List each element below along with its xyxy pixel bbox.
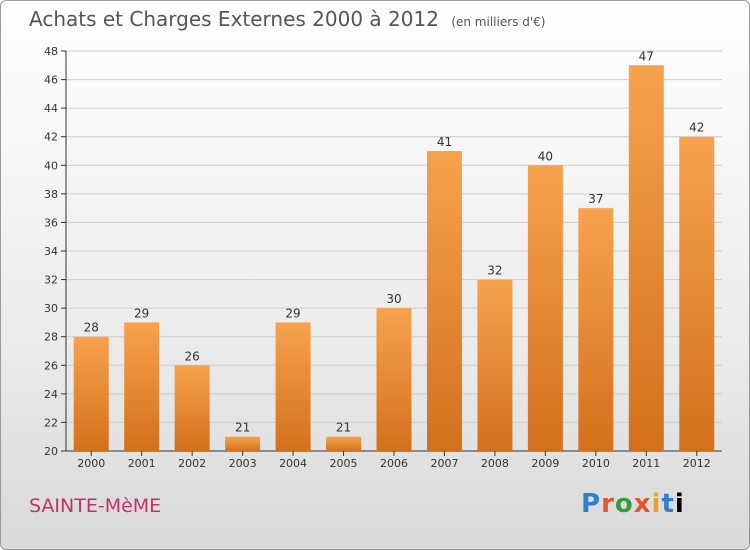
logo-letter: r — [601, 489, 615, 519]
chart-title: Achats et Charges Externes 2000 à 2012 (… — [29, 7, 545, 31]
y-tick-label: 32 — [44, 274, 58, 287]
x-tick-label: 2001 — [128, 457, 156, 470]
x-tick-label: 2006 — [380, 457, 408, 470]
data-label: 21 — [235, 421, 250, 435]
data-label: 21 — [336, 421, 351, 435]
x-tick-label: 2007 — [430, 457, 458, 470]
y-tick-label: 42 — [44, 131, 58, 144]
y-tick-label: 48 — [44, 45, 58, 58]
data-label: 30 — [386, 292, 401, 306]
title-text: Achats et Charges Externes 2000 à 2012 — [29, 7, 439, 31]
logo-letter: i — [674, 489, 685, 519]
data-label: 40 — [538, 149, 553, 163]
y-tick-label: 24 — [44, 388, 58, 401]
data-label: 41 — [437, 135, 452, 149]
x-tick-label: 2011 — [632, 457, 660, 470]
x-tick-label: 2000 — [77, 457, 105, 470]
x-tick-label: 2004 — [279, 457, 307, 470]
y-tick-label: 22 — [44, 416, 58, 429]
data-label: 32 — [487, 264, 502, 278]
place-name: SAINTE-MèME — [29, 495, 162, 517]
y-tick-label: 20 — [44, 445, 58, 458]
bar — [426, 151, 462, 451]
logo-letter: x — [633, 489, 652, 519]
logo-letter: o — [614, 489, 634, 519]
bar — [527, 165, 563, 452]
x-tick-label: 2008 — [481, 457, 509, 470]
y-tick-label: 38 — [44, 188, 58, 201]
data-label: 29 — [285, 306, 300, 320]
data-label: 26 — [185, 349, 200, 363]
logo-letter: i — [651, 489, 662, 519]
y-tick-label: 28 — [44, 331, 58, 344]
y-tick-label: 34 — [44, 245, 58, 258]
title-unit: (en milliers d'€) — [451, 15, 546, 29]
x-tick-label: 2012 — [683, 457, 711, 470]
x-tick-label: 2003 — [229, 457, 257, 470]
bar — [275, 322, 311, 451]
y-tick-label: 44 — [44, 102, 58, 115]
bar — [477, 279, 513, 451]
bar — [376, 308, 412, 451]
bar — [174, 365, 210, 451]
bar — [326, 436, 362, 451]
logo-letter: t — [661, 489, 675, 519]
x-tick-label: 2009 — [531, 457, 559, 470]
y-tick-label: 36 — [44, 216, 58, 229]
data-label: 37 — [588, 192, 603, 206]
bar — [578, 208, 614, 451]
y-tick-label: 46 — [44, 74, 58, 87]
bar — [225, 436, 261, 451]
x-tick-label: 2010 — [582, 457, 610, 470]
proxiti-logo: Proxiti — [581, 489, 685, 519]
data-label: 29 — [134, 306, 149, 320]
bar — [124, 322, 160, 451]
bar — [679, 136, 715, 451]
logo-letter: P — [581, 489, 602, 519]
data-label: 47 — [639, 49, 654, 63]
y-tick-label: 40 — [44, 159, 58, 172]
x-tick-label: 2005 — [330, 457, 358, 470]
bar — [628, 65, 664, 452]
data-label: 42 — [689, 121, 704, 135]
y-tick-label: 30 — [44, 302, 58, 315]
bar — [73, 336, 109, 451]
y-tick-label: 26 — [44, 359, 58, 372]
x-tick-label: 2002 — [178, 457, 206, 470]
data-label: 28 — [84, 321, 99, 335]
